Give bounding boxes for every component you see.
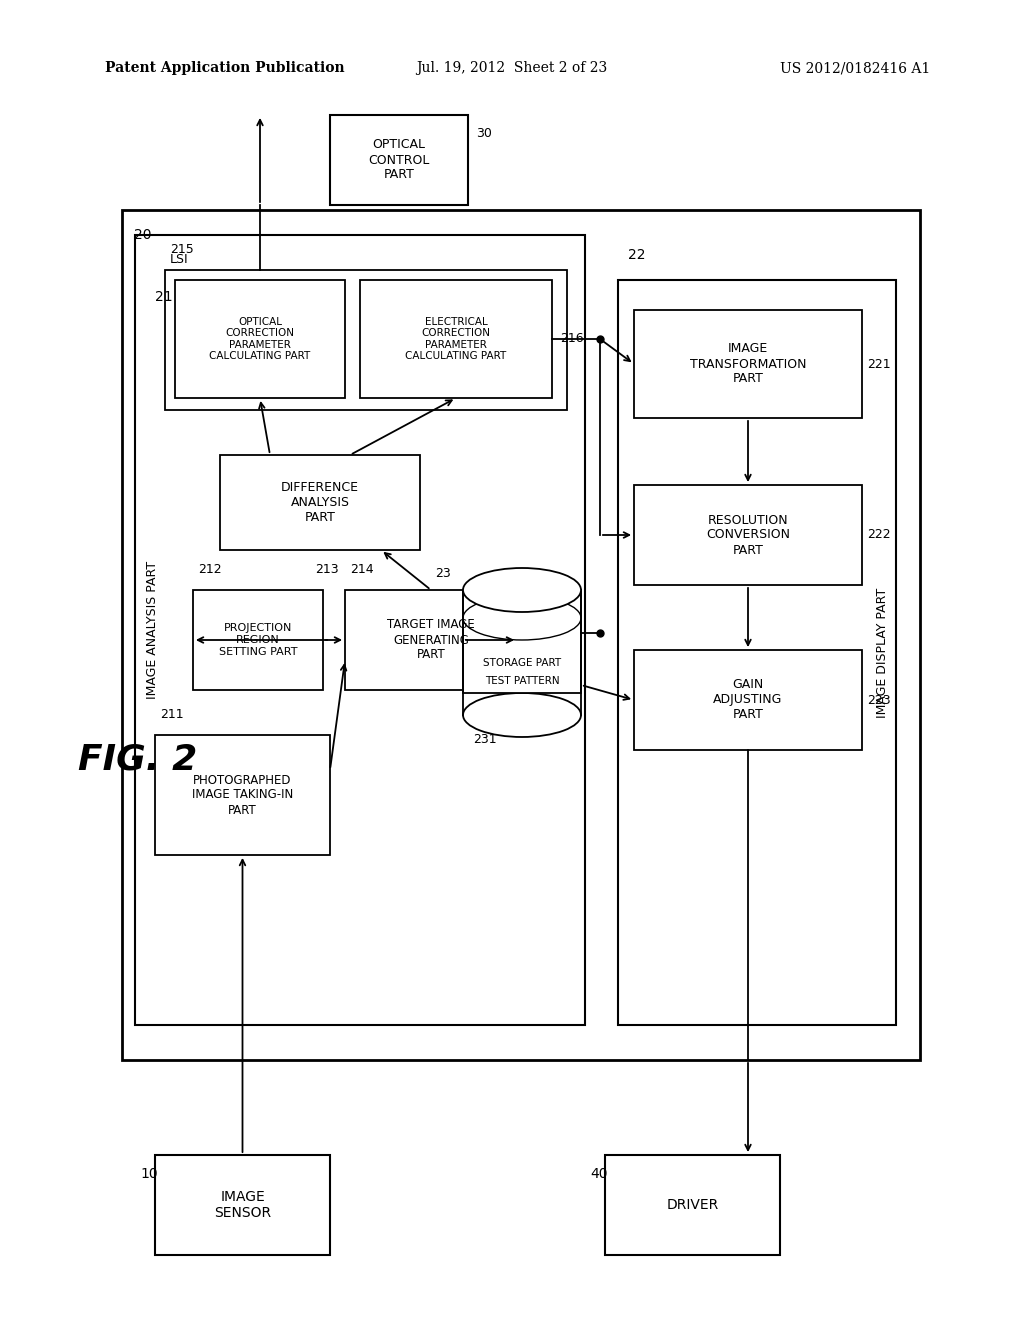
Bar (618, 280, 896, 1026)
Text: 212: 212 (198, 564, 221, 576)
Bar (175, 280, 345, 399)
Bar (155, 735, 330, 855)
Text: 30: 30 (476, 127, 492, 140)
Ellipse shape (463, 597, 581, 640)
Bar (605, 1155, 780, 1255)
Text: 20: 20 (134, 228, 152, 242)
Text: DIFFERENCE
ANALYSIS
PART: DIFFERENCE ANALYSIS PART (281, 480, 359, 524)
Text: 213: 213 (315, 564, 339, 576)
Text: 40: 40 (590, 1167, 607, 1181)
Text: DRIVER: DRIVER (667, 1199, 719, 1212)
Text: Jul. 19, 2012  Sheet 2 of 23: Jul. 19, 2012 Sheet 2 of 23 (417, 61, 607, 75)
Text: Patent Application Publication: Patent Application Publication (105, 61, 345, 75)
Bar (634, 484, 862, 585)
Bar (165, 271, 567, 411)
Bar (220, 455, 420, 550)
Text: PHOTOGRAPHED
IMAGE TAKING-IN
PART: PHOTOGRAPHED IMAGE TAKING-IN PART (191, 774, 293, 817)
Bar (463, 590, 581, 693)
Ellipse shape (463, 568, 581, 612)
Bar (193, 590, 323, 690)
Text: OPTICAL
CONTROL
PART: OPTICAL CONTROL PART (369, 139, 430, 181)
Text: 221: 221 (867, 358, 891, 371)
Text: STORAGE PART: STORAGE PART (483, 657, 561, 668)
Text: 10: 10 (140, 1167, 158, 1181)
Bar (463, 590, 581, 715)
Text: PROJECTION
REGION
SETTING PART: PROJECTION REGION SETTING PART (219, 623, 297, 656)
Text: 231: 231 (473, 733, 497, 746)
Text: GAIN
ADJUSTING
PART: GAIN ADJUSTING PART (714, 678, 782, 722)
Text: 23: 23 (435, 568, 451, 579)
Text: 215: 215 (170, 243, 194, 256)
Bar (135, 235, 585, 1026)
Bar (463, 590, 581, 715)
Text: LSI: LSI (170, 253, 188, 267)
Text: 211: 211 (160, 708, 183, 721)
Bar (360, 280, 552, 399)
Text: RESOLUTION
CONVERSION
PART: RESOLUTION CONVERSION PART (706, 513, 790, 557)
Bar (634, 310, 862, 418)
Text: 223: 223 (867, 693, 891, 706)
Text: IMAGE DISPLAY PART: IMAGE DISPLAY PART (876, 587, 889, 718)
Text: US 2012/0182416 A1: US 2012/0182416 A1 (779, 61, 930, 75)
Bar (330, 115, 468, 205)
Text: ELECTRICAL
CORRECTION
PARAMETER
CALCULATING PART: ELECTRICAL CORRECTION PARAMETER CALCULAT… (406, 317, 507, 362)
Text: 22: 22 (628, 248, 645, 261)
Text: TARGET IMAGE
GENERATING
PART: TARGET IMAGE GENERATING PART (387, 619, 475, 661)
Bar (122, 210, 920, 1060)
Bar (345, 590, 517, 690)
Text: IMAGE
SENSOR: IMAGE SENSOR (214, 1189, 271, 1220)
Text: IMAGE ANALYSIS PART: IMAGE ANALYSIS PART (146, 561, 160, 700)
Text: 21: 21 (155, 290, 173, 304)
Bar (634, 649, 862, 750)
Text: 222: 222 (867, 528, 891, 541)
Text: OPTICAL
CORRECTION
PARAMETER
CALCULATING PART: OPTICAL CORRECTION PARAMETER CALCULATING… (209, 317, 310, 362)
Text: TEST PATTERN: TEST PATTERN (484, 676, 559, 685)
Bar (155, 1155, 330, 1255)
Text: FIG. 2: FIG. 2 (78, 743, 198, 777)
Text: IMAGE
TRANSFORMATION
PART: IMAGE TRANSFORMATION PART (690, 342, 806, 385)
Text: 214: 214 (350, 564, 374, 576)
Ellipse shape (463, 693, 581, 737)
Text: 216: 216 (560, 333, 584, 346)
